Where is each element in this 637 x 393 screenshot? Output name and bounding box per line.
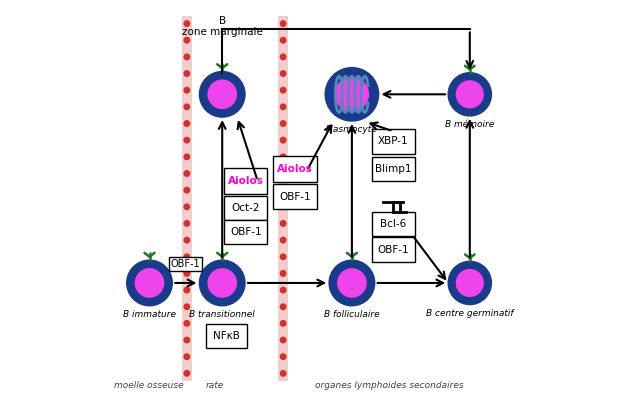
Circle shape bbox=[127, 260, 172, 306]
Text: Oct-2: Oct-2 bbox=[231, 203, 260, 213]
Bar bbox=[182, 16, 192, 381]
Circle shape bbox=[280, 304, 286, 309]
Circle shape bbox=[184, 271, 190, 276]
Circle shape bbox=[335, 78, 368, 111]
Circle shape bbox=[280, 321, 286, 326]
Circle shape bbox=[280, 354, 286, 360]
Text: B folliculaire: B folliculaire bbox=[324, 310, 380, 319]
Circle shape bbox=[280, 71, 286, 76]
Text: XBP-1: XBP-1 bbox=[378, 136, 408, 147]
Circle shape bbox=[184, 304, 190, 309]
FancyBboxPatch shape bbox=[273, 184, 317, 209]
Circle shape bbox=[184, 121, 190, 126]
Circle shape bbox=[184, 371, 190, 376]
Text: OBF-1: OBF-1 bbox=[279, 191, 311, 202]
Circle shape bbox=[280, 88, 286, 93]
Circle shape bbox=[280, 287, 286, 293]
FancyBboxPatch shape bbox=[224, 220, 268, 244]
Circle shape bbox=[184, 287, 190, 293]
Circle shape bbox=[199, 260, 245, 306]
Circle shape bbox=[184, 54, 190, 60]
Text: moelle osseuse: moelle osseuse bbox=[114, 381, 183, 390]
Circle shape bbox=[280, 371, 286, 376]
Circle shape bbox=[338, 269, 366, 297]
Circle shape bbox=[184, 254, 190, 259]
Circle shape bbox=[280, 154, 286, 160]
Text: rate: rate bbox=[205, 381, 224, 390]
Circle shape bbox=[184, 21, 190, 26]
Circle shape bbox=[280, 21, 286, 26]
Text: B mémoire: B mémoire bbox=[445, 120, 494, 129]
FancyBboxPatch shape bbox=[371, 237, 415, 262]
FancyBboxPatch shape bbox=[371, 129, 415, 154]
FancyBboxPatch shape bbox=[224, 168, 268, 193]
Circle shape bbox=[184, 37, 190, 43]
Circle shape bbox=[184, 138, 190, 143]
Circle shape bbox=[280, 138, 286, 143]
Text: Aiolos: Aiolos bbox=[228, 176, 264, 186]
Circle shape bbox=[184, 204, 190, 209]
Text: organes lymphoides secondaires: organes lymphoides secondaires bbox=[315, 381, 464, 390]
Text: B transitionnel: B transitionnel bbox=[189, 310, 255, 319]
Circle shape bbox=[184, 171, 190, 176]
Circle shape bbox=[325, 68, 378, 121]
Circle shape bbox=[280, 37, 286, 43]
Text: Plasmocyte: Plasmocyte bbox=[326, 125, 378, 134]
Text: Aiolos: Aiolos bbox=[277, 164, 313, 174]
Text: B immature: B immature bbox=[123, 310, 176, 319]
Text: OBF-1: OBF-1 bbox=[230, 227, 262, 237]
Text: B
zone marginale: B zone marginale bbox=[182, 16, 262, 37]
Circle shape bbox=[280, 237, 286, 243]
Circle shape bbox=[184, 354, 190, 360]
Circle shape bbox=[184, 104, 190, 110]
Text: B centre germinatif: B centre germinatif bbox=[426, 309, 513, 318]
Circle shape bbox=[199, 72, 245, 117]
Circle shape bbox=[184, 221, 190, 226]
Circle shape bbox=[184, 237, 190, 243]
Bar bbox=[278, 16, 288, 381]
FancyBboxPatch shape bbox=[224, 196, 268, 220]
Text: OBF-1: OBF-1 bbox=[171, 259, 201, 269]
Text: NFκB: NFκB bbox=[213, 331, 240, 341]
Text: Blimp1: Blimp1 bbox=[375, 164, 412, 174]
FancyBboxPatch shape bbox=[371, 157, 415, 181]
Circle shape bbox=[456, 81, 483, 108]
Circle shape bbox=[280, 171, 286, 176]
Circle shape bbox=[280, 54, 286, 60]
Text: Bcl-6: Bcl-6 bbox=[380, 219, 406, 229]
Circle shape bbox=[280, 104, 286, 110]
Circle shape bbox=[208, 269, 236, 297]
Circle shape bbox=[208, 80, 236, 108]
Circle shape bbox=[280, 254, 286, 259]
Circle shape bbox=[448, 261, 491, 305]
Circle shape bbox=[448, 73, 491, 116]
Circle shape bbox=[329, 260, 375, 306]
Circle shape bbox=[184, 337, 190, 343]
Circle shape bbox=[136, 269, 164, 297]
FancyBboxPatch shape bbox=[371, 212, 415, 236]
FancyBboxPatch shape bbox=[206, 324, 247, 348]
Circle shape bbox=[280, 121, 286, 126]
Circle shape bbox=[280, 204, 286, 209]
Circle shape bbox=[280, 271, 286, 276]
Circle shape bbox=[280, 187, 286, 193]
Circle shape bbox=[280, 221, 286, 226]
Circle shape bbox=[184, 71, 190, 76]
Circle shape bbox=[184, 321, 190, 326]
Circle shape bbox=[184, 154, 190, 160]
Text: OBF-1: OBF-1 bbox=[377, 244, 409, 255]
FancyBboxPatch shape bbox=[273, 156, 317, 182]
Circle shape bbox=[280, 337, 286, 343]
Circle shape bbox=[184, 88, 190, 93]
Circle shape bbox=[184, 187, 190, 193]
Circle shape bbox=[456, 270, 483, 296]
